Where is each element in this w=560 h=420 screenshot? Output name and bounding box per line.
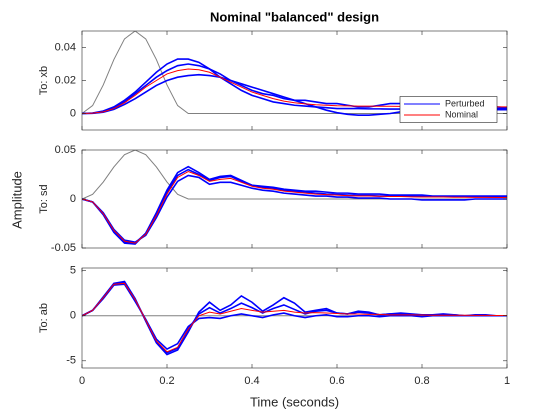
y-axis-label: To: ab xyxy=(38,303,50,333)
y-tick-label: 0 xyxy=(70,193,76,205)
x-tick-label: 1 xyxy=(504,375,510,387)
y-tick-label: 5 xyxy=(70,265,76,277)
legend-label: Perturbed xyxy=(445,98,485,108)
x-tick-label: 0 xyxy=(79,375,85,387)
y-tick-label: -5 xyxy=(66,355,76,367)
chart-title: Nominal "balanced" design xyxy=(210,9,379,24)
series-line xyxy=(82,282,507,353)
x-tick-label: 0.4 xyxy=(244,375,259,387)
legend-box xyxy=(399,96,498,123)
legend-label: Nominal xyxy=(445,109,478,119)
x-tick-label: 0.6 xyxy=(329,375,344,387)
y-tick-label: -0.05 xyxy=(51,242,76,254)
shared-y-label: Amplitude xyxy=(9,171,24,229)
y-tick-label: 0.02 xyxy=(55,74,76,86)
x-axis-label: Time (seconds) xyxy=(250,394,339,409)
series-line xyxy=(82,283,507,351)
series-line xyxy=(82,150,507,200)
y-axis-label: To: xb xyxy=(38,66,50,95)
axes-area xyxy=(82,268,507,368)
x-tick-label: 0.2 xyxy=(159,375,174,387)
y-tick-label: 0 xyxy=(70,310,76,322)
y-axis-label: To: sd xyxy=(38,184,50,213)
y-tick-label: 0.05 xyxy=(55,144,76,156)
y-tick-label: 0 xyxy=(70,107,76,119)
series-line xyxy=(82,174,507,243)
x-tick-label: 0.8 xyxy=(414,375,429,387)
y-tick-label: 0.04 xyxy=(55,41,76,53)
series-line xyxy=(82,171,507,244)
axes-box xyxy=(81,267,508,369)
